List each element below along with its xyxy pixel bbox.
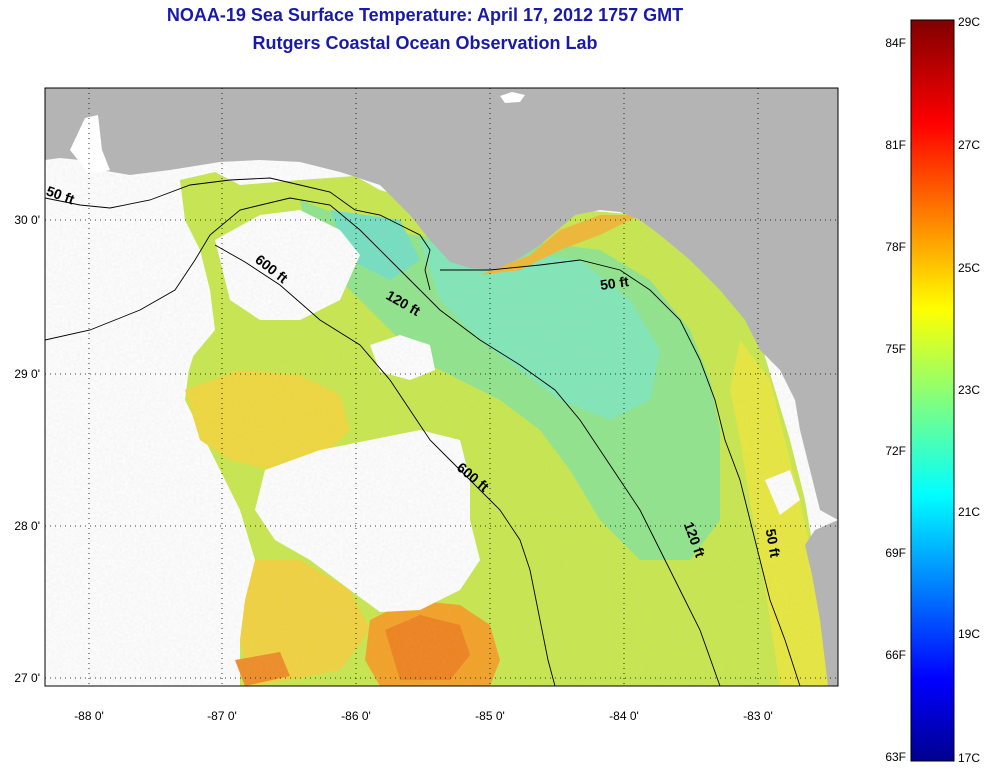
map-title: NOAA-19 Sea Surface Temperature: April 1… — [166, 5, 684, 25]
land-lake — [500, 92, 525, 103]
contour-120ft — [45, 197, 721, 686]
latitude-label: 27 0' — [14, 671, 40, 685]
longitude-label: -86 0' — [341, 709, 371, 723]
longitude-label: -83 0' — [743, 709, 773, 723]
longitude-label: -85 0' — [475, 709, 505, 723]
contour-label: 50 ft — [599, 273, 630, 293]
map-frame — [44, 87, 839, 687]
contour-label: 50 ft — [763, 527, 784, 558]
latitude-label: 29 0' — [14, 367, 40, 381]
longitude-label: -84 0' — [609, 709, 639, 723]
land-bay — [70, 115, 110, 175]
land-east-inset — [805, 520, 838, 686]
longitude-label: -88 0' — [74, 709, 104, 723]
map-subtitle: Rutgers Coastal Ocean Observation Lab — [252, 33, 598, 53]
latitude-label: 30 0' — [14, 213, 40, 227]
longitude-label: -87 0' — [207, 709, 237, 723]
contour-50ft-east — [440, 259, 801, 686]
contour-50ft-west — [45, 177, 431, 291]
land-north — [45, 88, 838, 520]
contour-600ft — [214, 244, 556, 686]
latitude-label: 28 0' — [14, 519, 40, 533]
grid-lines — [45, 88, 838, 686]
